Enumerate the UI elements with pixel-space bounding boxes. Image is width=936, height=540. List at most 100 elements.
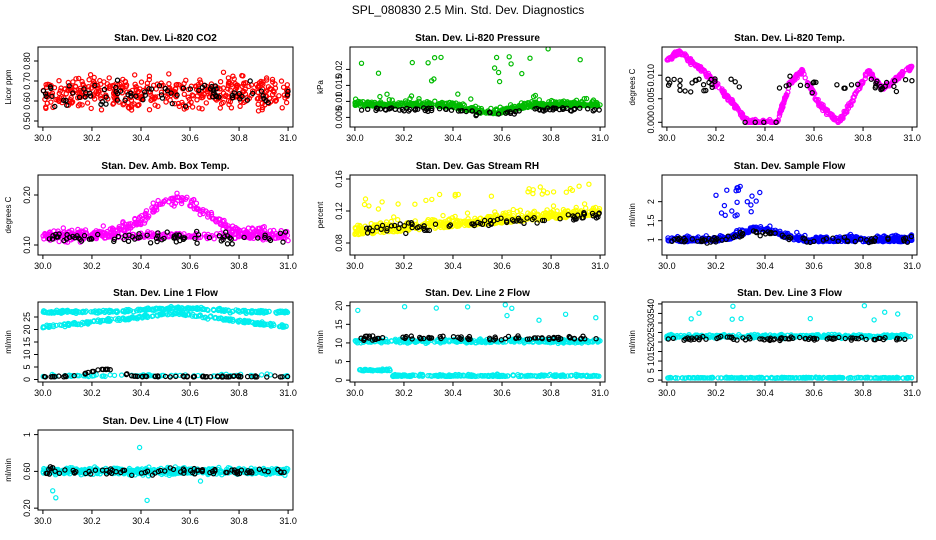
data-point bbox=[684, 56, 690, 62]
y-tick-label: 5 bbox=[22, 364, 32, 369]
data-point bbox=[729, 208, 735, 214]
y-tick-label: 0.08 bbox=[334, 234, 344, 252]
data-point bbox=[56, 98, 62, 105]
data-point bbox=[125, 91, 131, 98]
data-point bbox=[182, 103, 189, 109]
data-point bbox=[473, 112, 479, 119]
data-point bbox=[97, 93, 103, 99]
data-point bbox=[504, 219, 510, 226]
data-point bbox=[228, 236, 234, 242]
panel-title: Stan. Dev. Line 3 Flow bbox=[737, 288, 842, 299]
data-point bbox=[786, 82, 792, 88]
data-point bbox=[148, 92, 154, 99]
data-point bbox=[88, 105, 94, 112]
data-point bbox=[408, 219, 414, 226]
x-tick-label: 30.8 bbox=[542, 261, 560, 271]
data-point bbox=[787, 73, 793, 79]
data-point bbox=[577, 57, 583, 63]
data-point bbox=[189, 104, 196, 110]
y-tick-label: 20 bbox=[334, 301, 344, 311]
data-point bbox=[576, 183, 582, 189]
data-point bbox=[245, 308, 252, 315]
data-point bbox=[72, 84, 79, 90]
data-point bbox=[800, 235, 806, 241]
data-point bbox=[878, 86, 884, 93]
data-point bbox=[688, 58, 695, 64]
data-point bbox=[42, 374, 49, 380]
data-point bbox=[804, 239, 810, 245]
data-point bbox=[768, 230, 774, 237]
data-point bbox=[114, 97, 121, 103]
plot-frame bbox=[349, 301, 606, 383]
plot-frame bbox=[37, 46, 294, 128]
data-point bbox=[571, 100, 577, 106]
data-point bbox=[435, 103, 442, 109]
data-point bbox=[151, 95, 158, 101]
data-point bbox=[757, 232, 763, 239]
data-point bbox=[544, 207, 550, 213]
data-point bbox=[581, 201, 588, 207]
data-point bbox=[200, 373, 207, 379]
data-point bbox=[587, 339, 594, 345]
data-point bbox=[285, 88, 291, 95]
data-point bbox=[516, 335, 522, 341]
data-point bbox=[129, 314, 136, 320]
data-point bbox=[275, 235, 281, 241]
x-tick-label: 30.4 bbox=[756, 133, 774, 143]
panel-title: Stan. Dev. Line 1 Flow bbox=[113, 288, 218, 299]
x-tick-label: 31.0 bbox=[279, 261, 297, 271]
data-point bbox=[504, 109, 511, 115]
data-point bbox=[475, 338, 481, 344]
data-point bbox=[258, 372, 265, 378]
data-point bbox=[176, 81, 182, 88]
data-point bbox=[570, 213, 576, 219]
data-point bbox=[128, 93, 134, 99]
data-point bbox=[737, 112, 744, 118]
data-point bbox=[247, 78, 253, 84]
data-point bbox=[749, 193, 755, 199]
data-point bbox=[527, 373, 533, 379]
data-point bbox=[254, 96, 261, 102]
data-point bbox=[199, 84, 206, 91]
data-point bbox=[669, 55, 675, 62]
data-point bbox=[79, 78, 85, 85]
data-point bbox=[676, 235, 683, 241]
data-point bbox=[159, 236, 165, 243]
y-tick-label: 15 bbox=[22, 337, 32, 347]
data-point bbox=[272, 235, 278, 241]
data-point bbox=[426, 100, 433, 106]
data-point bbox=[440, 212, 446, 219]
data-point bbox=[770, 119, 776, 126]
data-point bbox=[172, 310, 178, 317]
data-point bbox=[885, 236, 891, 242]
data-point bbox=[137, 219, 143, 226]
data-point bbox=[799, 67, 806, 73]
data-point bbox=[218, 308, 225, 314]
panel-title: Stan. Dev. Li-820 Pressure bbox=[415, 33, 540, 44]
data-point bbox=[252, 321, 258, 327]
data-point bbox=[229, 92, 236, 99]
data-point bbox=[90, 93, 97, 99]
data-point bbox=[551, 373, 558, 380]
data-point bbox=[677, 77, 683, 84]
data-point bbox=[158, 305, 164, 312]
data-point bbox=[237, 103, 243, 110]
data-point bbox=[412, 201, 418, 207]
data-point bbox=[515, 215, 522, 221]
data-point bbox=[242, 309, 249, 315]
data-point bbox=[359, 226, 365, 232]
x-tick-label: 31.0 bbox=[279, 388, 297, 398]
data-point bbox=[122, 79, 129, 85]
y-tick-label: 2 bbox=[646, 199, 656, 204]
data-point bbox=[902, 76, 909, 83]
data-point bbox=[229, 241, 235, 247]
data-point bbox=[593, 336, 599, 342]
data-point bbox=[387, 367, 393, 374]
data-point bbox=[279, 322, 285, 328]
panel-title: Stan. Dev. Line 2 Flow bbox=[425, 288, 530, 299]
data-point bbox=[491, 65, 498, 71]
data-point bbox=[699, 238, 705, 244]
data-point bbox=[419, 372, 425, 378]
data-point bbox=[157, 311, 163, 318]
data-point bbox=[139, 315, 145, 321]
